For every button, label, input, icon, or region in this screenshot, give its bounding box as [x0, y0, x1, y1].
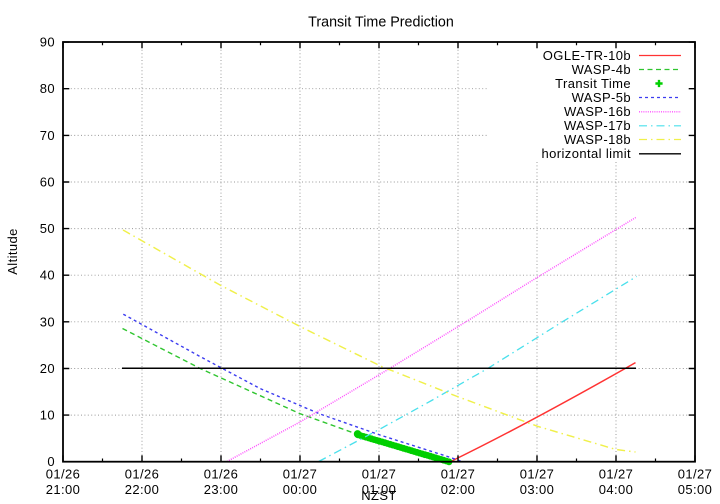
svg-text:WASP-5b: WASP-5b [572, 90, 631, 105]
svg-text:Transit Time: Transit Time [555, 76, 631, 91]
svg-text:23:00: 23:00 [204, 482, 239, 497]
svg-text:05:00: 05:00 [678, 482, 713, 497]
svg-text:02:00: 02:00 [441, 482, 476, 497]
svg-text:30: 30 [40, 314, 55, 329]
svg-text:0: 0 [47, 454, 55, 469]
svg-text:21:00: 21:00 [46, 482, 81, 497]
svg-text:NZST: NZST [361, 488, 397, 503]
svg-text:80: 80 [40, 81, 55, 96]
svg-text:WASP-16b: WASP-16b [564, 104, 631, 119]
svg-text:01/27: 01/27 [599, 467, 634, 482]
svg-text:OGLE-TR-10b: OGLE-TR-10b [543, 48, 631, 63]
svg-text:40: 40 [40, 268, 55, 283]
svg-text:04:00: 04:00 [599, 482, 634, 497]
svg-text:WASP-18b: WASP-18b [564, 132, 631, 147]
svg-text:01/26: 01/26 [204, 467, 239, 482]
svg-text:00:00: 00:00 [283, 482, 318, 497]
svg-text:50: 50 [40, 221, 55, 236]
svg-text:01/26: 01/26 [46, 467, 81, 482]
svg-text:01/27: 01/27 [283, 467, 318, 482]
svg-text:01/27: 01/27 [520, 467, 555, 482]
svg-text:01/26: 01/26 [125, 467, 160, 482]
svg-text:60: 60 [40, 175, 55, 190]
svg-text:01:00: 01:00 [362, 482, 397, 497]
svg-text:01/27: 01/27 [678, 467, 713, 482]
svg-text:10: 10 [40, 408, 55, 423]
svg-text:Altitude: Altitude [5, 228, 20, 275]
svg-text:01/27: 01/27 [362, 467, 397, 482]
svg-text:22:00: 22:00 [125, 482, 160, 497]
svg-text:horizontal limit: horizontal limit [542, 146, 631, 161]
svg-text:70: 70 [40, 128, 55, 143]
svg-text:20: 20 [40, 361, 55, 376]
svg-text:90: 90 [40, 35, 55, 50]
svg-text:Transit Time Prediction: Transit Time Prediction [308, 14, 454, 30]
svg-text:01/27: 01/27 [441, 467, 476, 482]
svg-text:WASP-4b: WASP-4b [572, 62, 631, 77]
svg-text:03:00: 03:00 [520, 482, 555, 497]
svg-text:WASP-17b: WASP-17b [564, 118, 631, 133]
